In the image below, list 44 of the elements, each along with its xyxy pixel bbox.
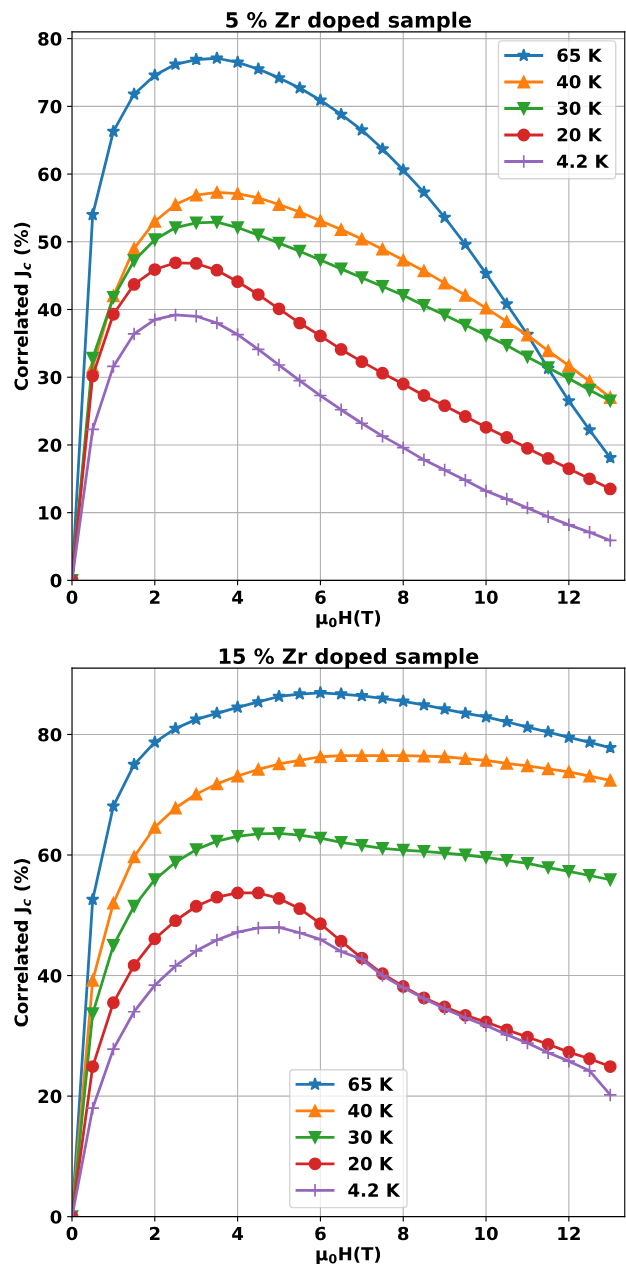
x-tick-label: 12: [558, 1226, 580, 1241]
y-tick-label: 60: [38, 848, 62, 863]
legend-label: 20 K: [557, 127, 603, 142]
y-tick-label: 0: [50, 1210, 62, 1224]
x-tick-label: 12: [558, 590, 580, 604]
x-tick-label: 10: [475, 1226, 498, 1241]
x-tick-label: 6: [315, 590, 326, 605]
y-tick-label: 80: [38, 32, 62, 46]
legend-label: 4.2 K: [348, 1183, 401, 1197]
y-tick-label: 20: [38, 1089, 62, 1104]
chart-title: 5 % Zr doped sample: [226, 11, 472, 32]
x-tick-label: 0: [66, 1226, 78, 1241]
y-axis-title: Correlated J$_{c}$ (%): [14, 222, 32, 391]
legend-label: 40 K: [557, 74, 603, 89]
y-tick-label: 40: [37, 302, 62, 317]
x-tick-label: 8: [398, 1226, 409, 1241]
y-tick-label: 70: [38, 99, 62, 114]
x-tick-label: 10: [475, 590, 498, 605]
legend-label: 20 K: [348, 1156, 394, 1171]
y-tick-label: 60: [38, 167, 62, 182]
legend-label: 65 K: [348, 1077, 394, 1091]
y-tick-label: 0: [50, 573, 62, 588]
x-tick-label: 2: [149, 590, 160, 604]
x-tick-label: 4: [232, 1226, 244, 1241]
chart-title: 15 % Zr doped sample: [219, 647, 479, 669]
y-tick-label: 30: [38, 370, 62, 385]
y-tick-label: 40: [37, 969, 62, 983]
legend-label: 4.2 K: [557, 154, 610, 168]
x-axis-title: μ$_{0}$H(T): [316, 610, 381, 628]
legend-label: 30 K: [557, 101, 603, 116]
legend-label: 30 K: [348, 1130, 394, 1144]
x-axis-title: μ$_{0}$H(T): [316, 1246, 381, 1265]
x-tick-label: 0: [66, 590, 78, 605]
legend-label: 40 K: [348, 1103, 394, 1118]
x-tick-label: 8: [398, 590, 409, 605]
y-tick-label: 80: [38, 727, 62, 742]
y-tick-label: 10: [39, 506, 62, 520]
y-tick-label: 50: [38, 235, 62, 249]
y-axis-title: Correlated J$_{c}$ (%): [14, 859, 32, 1027]
legend-label: 65 K: [557, 48, 603, 63]
y-tick-label: 20: [38, 438, 62, 453]
x-tick-label: 2: [149, 1226, 160, 1241]
x-tick-label: 4: [232, 590, 244, 604]
x-tick-label: 6: [315, 1226, 326, 1241]
